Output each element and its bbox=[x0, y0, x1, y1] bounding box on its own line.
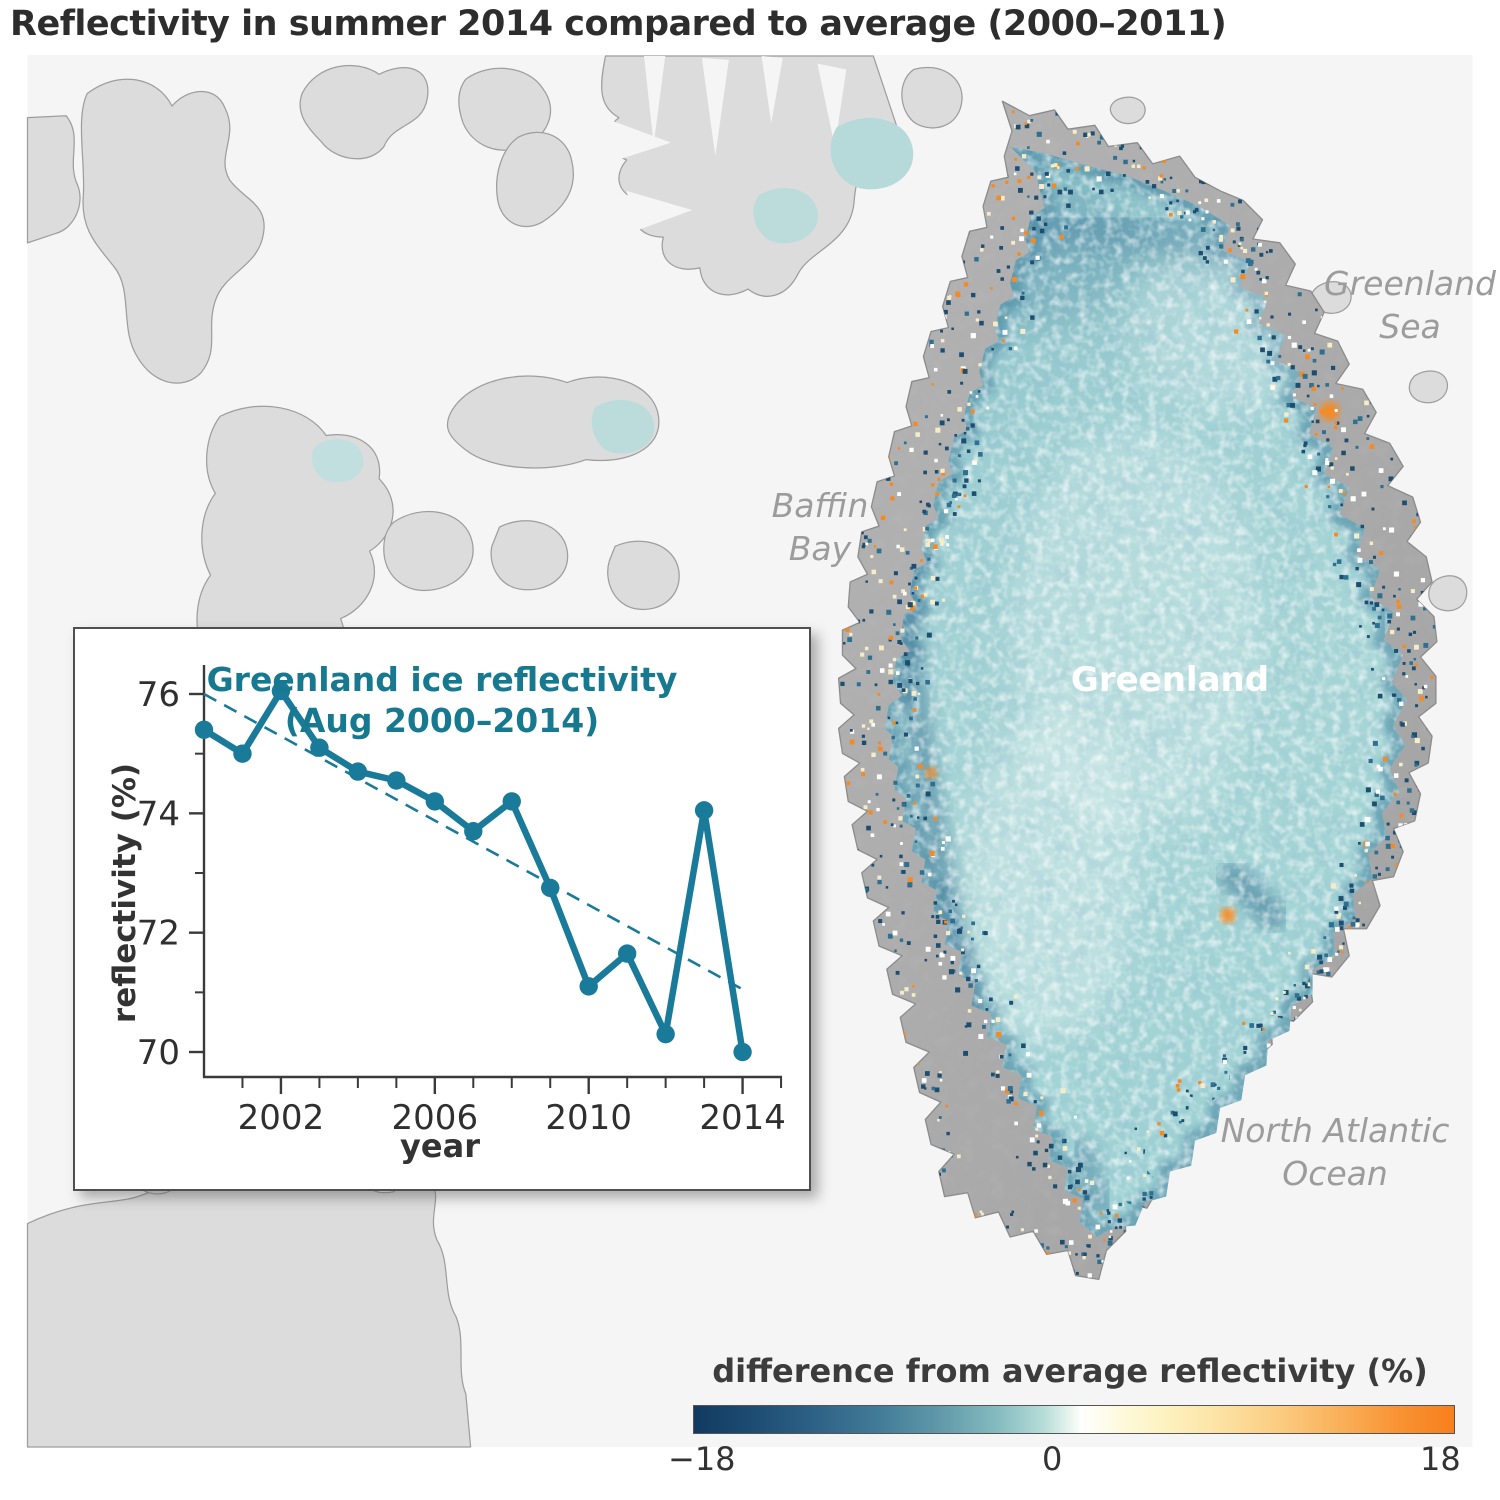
data-point bbox=[579, 977, 598, 996]
reflectivity-chart: 70 72 74 76 2002 2006 2010 2014 bbox=[137, 665, 786, 1138]
y-tick-label: 74 bbox=[137, 794, 180, 834]
legend-colorbar bbox=[693, 1405, 1455, 1434]
data-point bbox=[464, 822, 483, 841]
data-point bbox=[694, 801, 714, 820]
map-canvas bbox=[26, 55, 1473, 1448]
data-point bbox=[425, 792, 445, 811]
label-north-atlantic: North Atlantic Ocean bbox=[1220, 1111, 1450, 1193]
data-point bbox=[656, 1024, 675, 1044]
legend-min-label: −18 bbox=[668, 1440, 736, 1478]
label-greenland-sea: Greenland Sea bbox=[1324, 264, 1496, 346]
data-point bbox=[233, 744, 252, 763]
y-tick-label: 76 bbox=[137, 675, 180, 715]
trend-line bbox=[203, 692, 744, 991]
x-tick-label: 2010 bbox=[545, 1098, 632, 1138]
data-point bbox=[271, 681, 291, 701]
x-tick-label: 2006 bbox=[392, 1098, 479, 1138]
data-point bbox=[541, 878, 560, 898]
data-line bbox=[200, 687, 746, 1056]
data-point bbox=[502, 792, 521, 811]
legend-title: difference from average reflectivity (%) bbox=[712, 1352, 1428, 1390]
legend-mid-label: 0 bbox=[1042, 1440, 1063, 1478]
label-greenland: Greenland bbox=[1070, 660, 1270, 700]
reflectivity-chart-panel: 70 72 74 76 2002 2006 2010 2014 Greenland ice r… bbox=[73, 627, 811, 1191]
data-point bbox=[194, 720, 214, 740]
data-point bbox=[348, 762, 368, 781]
legend-max-label: 18 bbox=[1420, 1440, 1461, 1478]
x-tick-label: 2014 bbox=[699, 1098, 786, 1138]
fjords bbox=[603, 55, 847, 232]
y-tick-label: 72 bbox=[137, 914, 180, 954]
page-title: Reflectivity in summer 2014 compared to … bbox=[10, 4, 1227, 44]
data-point bbox=[387, 771, 406, 790]
chart-xlabel: year bbox=[400, 1127, 480, 1165]
chart-title: Greenland ice reflectivity (Aug 2000–201… bbox=[75, 659, 809, 742]
canadian-ice-caps bbox=[311, 117, 914, 483]
data-point bbox=[617, 944, 637, 963]
chart-subtitle: (Aug 2000–2014) bbox=[284, 701, 600, 741]
label-baffin-bay: Baffin Bay bbox=[771, 486, 869, 568]
y-tick-label: 70 bbox=[137, 1033, 180, 1073]
melt-hotspots bbox=[925, 401, 1340, 923]
chart-ylabel: reflectivity (%) bbox=[107, 762, 143, 1024]
x-tick-label: 2002 bbox=[238, 1098, 325, 1138]
map-region: Greenland Sea Baffin Bay Greenland North… bbox=[0, 55, 1500, 1500]
data-point bbox=[310, 738, 329, 757]
data-point bbox=[733, 1042, 752, 1062]
